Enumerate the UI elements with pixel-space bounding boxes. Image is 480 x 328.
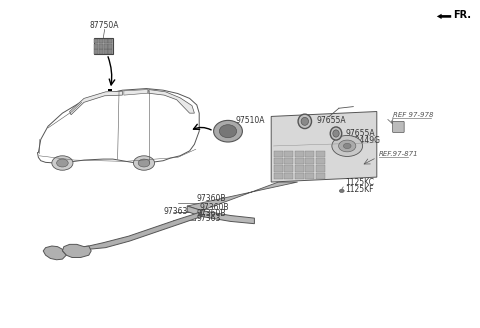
- Polygon shape: [187, 206, 254, 224]
- Bar: [316, 165, 325, 172]
- Bar: [305, 151, 314, 157]
- Text: 1125KC: 1125KC: [346, 178, 374, 187]
- Text: REF.97-871: REF.97-871: [379, 152, 419, 157]
- Bar: [284, 158, 293, 164]
- Polygon shape: [84, 212, 202, 249]
- Text: 97510A: 97510A: [235, 116, 264, 125]
- Circle shape: [339, 189, 344, 193]
- Ellipse shape: [301, 117, 309, 125]
- Bar: [305, 165, 314, 172]
- Bar: [284, 173, 293, 179]
- Bar: [295, 173, 304, 179]
- Polygon shape: [148, 90, 194, 113]
- Polygon shape: [37, 89, 199, 163]
- Polygon shape: [62, 244, 91, 257]
- Bar: [284, 165, 293, 172]
- Bar: [274, 165, 283, 172]
- Bar: [94, 39, 98, 43]
- Bar: [316, 151, 325, 157]
- Text: 87750A: 87750A: [90, 21, 120, 30]
- Bar: [99, 44, 103, 49]
- Bar: [104, 49, 108, 54]
- Bar: [274, 173, 283, 179]
- Bar: [284, 151, 293, 157]
- Bar: [94, 49, 98, 54]
- Bar: [108, 39, 112, 43]
- Polygon shape: [187, 182, 298, 211]
- Bar: [305, 158, 314, 164]
- Circle shape: [52, 156, 73, 170]
- Text: 97363: 97363: [197, 214, 221, 223]
- Circle shape: [332, 135, 362, 156]
- Bar: [104, 44, 108, 49]
- Bar: [99, 49, 103, 54]
- Text: 12449G: 12449G: [350, 136, 380, 145]
- Bar: [316, 158, 325, 164]
- Ellipse shape: [330, 127, 342, 140]
- Bar: [94, 44, 98, 49]
- Text: 1125KF: 1125KF: [346, 185, 374, 194]
- Bar: [295, 158, 304, 164]
- Text: FR.: FR.: [453, 10, 470, 20]
- Circle shape: [133, 156, 155, 170]
- Bar: [295, 151, 304, 157]
- Circle shape: [338, 140, 356, 152]
- Text: REF 97-978: REF 97-978: [393, 112, 433, 118]
- Text: 97360B: 97360B: [196, 195, 226, 203]
- Bar: [104, 39, 108, 43]
- Circle shape: [138, 159, 150, 167]
- Bar: [94, 38, 113, 54]
- Bar: [274, 158, 283, 164]
- Text: 97360B: 97360B: [199, 203, 228, 212]
- Polygon shape: [437, 14, 451, 19]
- Bar: [305, 173, 314, 179]
- Bar: [108, 89, 112, 91]
- Polygon shape: [70, 91, 122, 115]
- Text: 97655A: 97655A: [317, 116, 347, 125]
- Text: 97363: 97363: [163, 208, 187, 216]
- Text: 97655A: 97655A: [346, 129, 375, 138]
- Polygon shape: [271, 112, 377, 182]
- Text: 97360B: 97360B: [197, 209, 226, 217]
- Bar: [108, 49, 112, 54]
- Polygon shape: [43, 246, 66, 260]
- Ellipse shape: [298, 114, 312, 129]
- FancyBboxPatch shape: [393, 121, 404, 133]
- Bar: [274, 151, 283, 157]
- Bar: [108, 44, 112, 49]
- Ellipse shape: [333, 130, 339, 137]
- Circle shape: [57, 159, 68, 167]
- Ellipse shape: [214, 120, 242, 142]
- Polygon shape: [124, 90, 148, 95]
- Circle shape: [343, 143, 351, 149]
- Bar: [316, 173, 325, 179]
- Bar: [295, 165, 304, 172]
- Bar: [99, 39, 103, 43]
- Ellipse shape: [219, 125, 237, 138]
